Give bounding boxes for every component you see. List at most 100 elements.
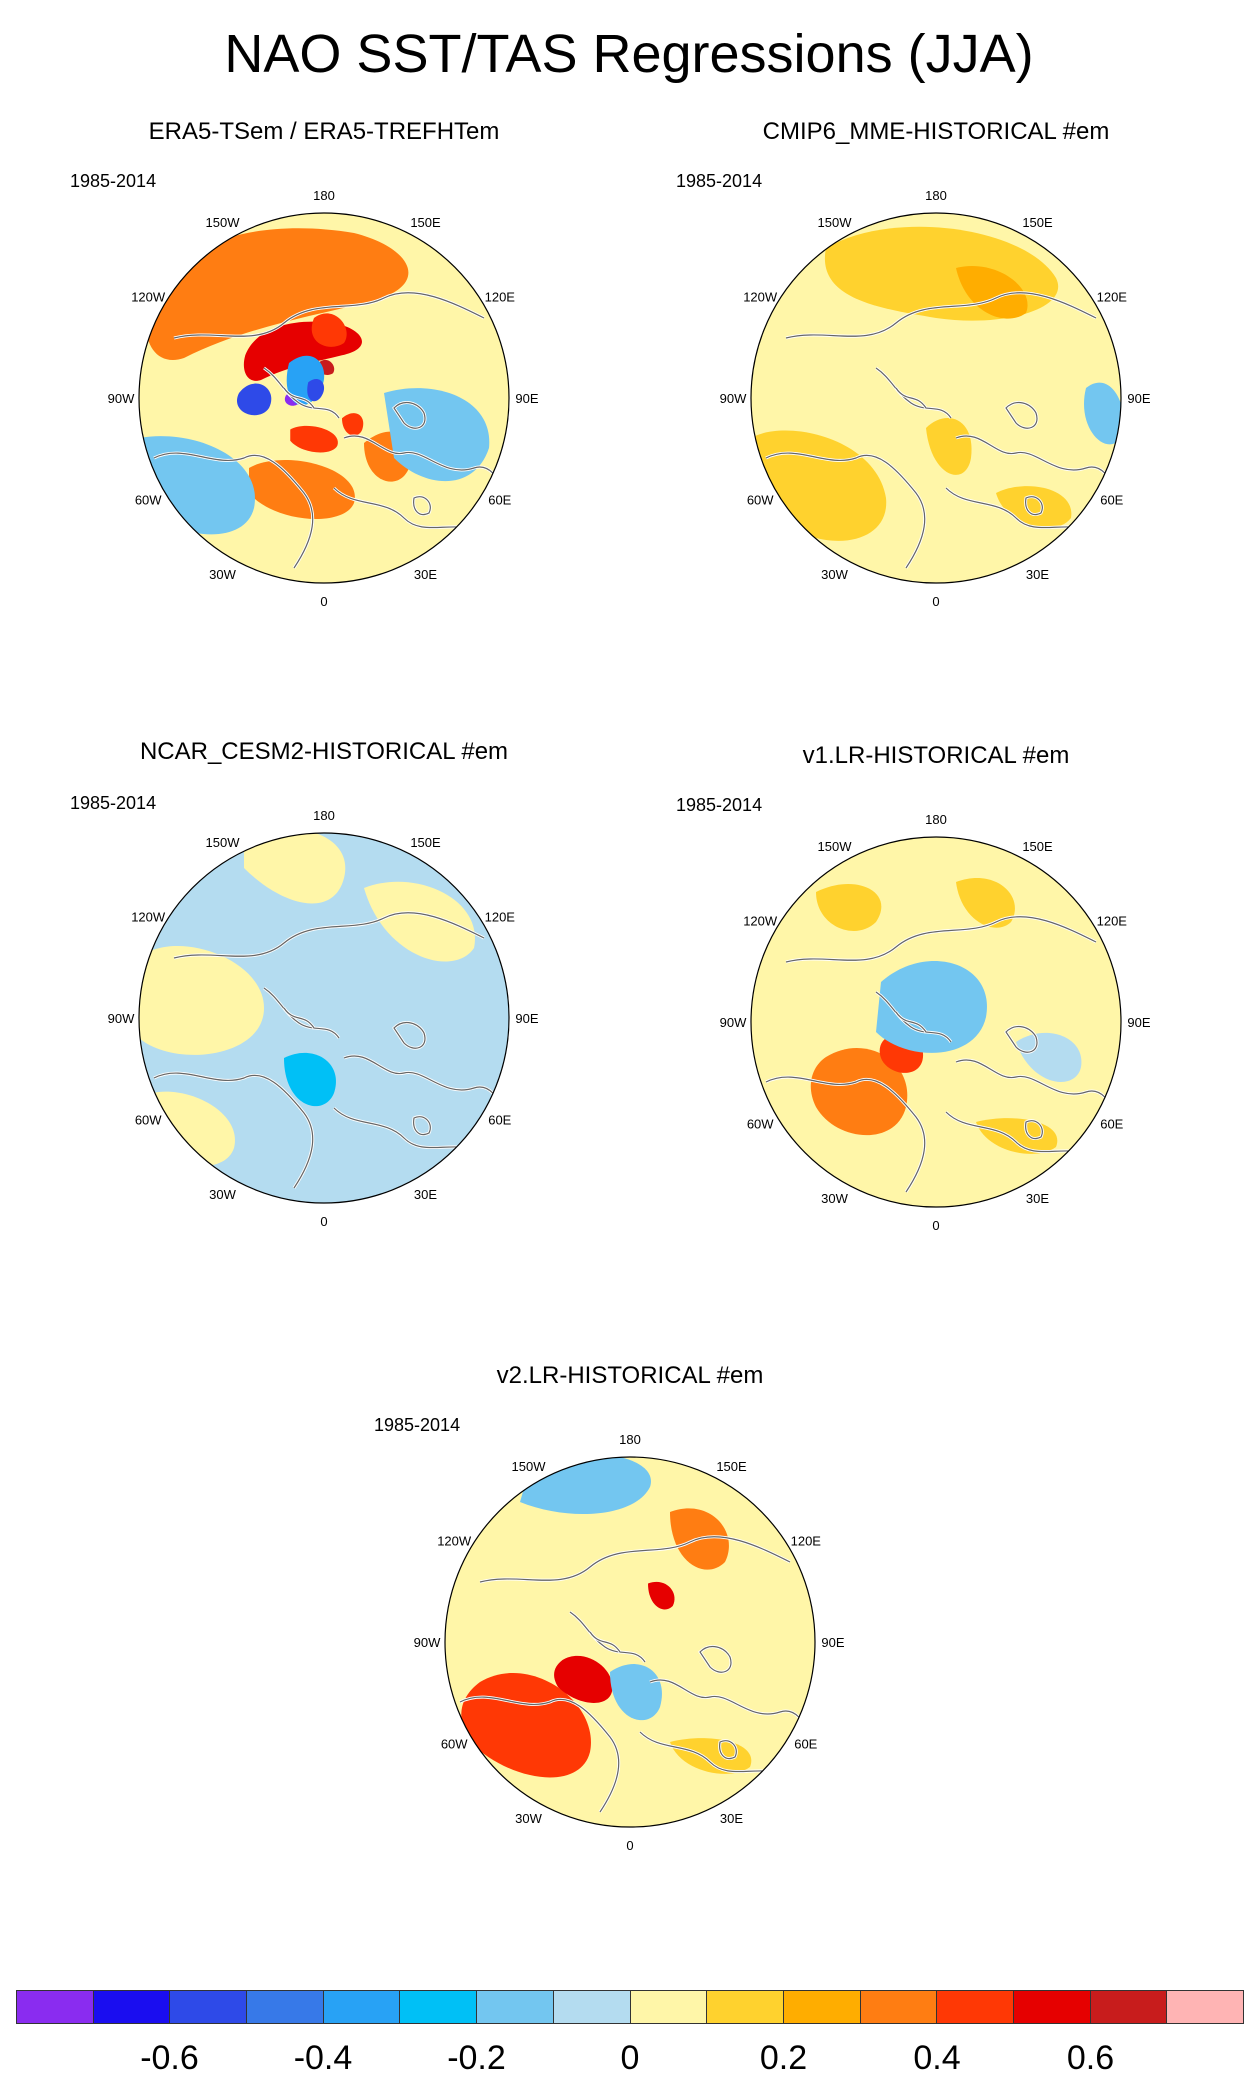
colorbar-swatch	[247, 1991, 324, 2023]
longitude-label: 60E	[488, 1113, 511, 1128]
coastline	[263, 987, 340, 1039]
panel-cmip6: CMIP6_MME-HISTORICAL #em 1985-2014 180 15…	[676, 118, 1196, 698]
colorbar-swatch	[783, 1991, 861, 2023]
longitude-label: 90E	[515, 1011, 538, 1026]
longitude-label: 60W	[441, 1737, 468, 1752]
longitude-label: 150W	[206, 215, 241, 230]
colorbar: -0.6 -0.4 -0.2 0 0.2 0.4 0.6	[16, 1990, 1244, 2086]
longitude-label: 0	[320, 1214, 327, 1229]
longitude-label: 0	[932, 594, 939, 609]
longitude-label: 120E	[485, 290, 516, 305]
period-label: 1985-2014	[676, 171, 763, 191]
anomaly-region	[284, 1052, 336, 1107]
longitude-label: 60W	[747, 1117, 774, 1132]
colorbar-swatch	[1090, 1991, 1168, 2023]
coastline	[719, 1740, 737, 1760]
longitude-label: 120W	[437, 1534, 472, 1549]
period-label: 1985-2014	[70, 793, 157, 813]
period-label: 1985-2014	[374, 1415, 461, 1435]
anomaly-region	[976, 1118, 1058, 1154]
anomaly-region	[244, 833, 346, 904]
anomaly-region	[610, 1664, 662, 1721]
anomaly-region	[384, 388, 490, 482]
longitude-label: 150E	[410, 215, 441, 230]
polar-map: 180 150E 120E 90E 60E 30E 0 30W 60W 90W 120W 150W	[720, 188, 1151, 609]
longitude-label: 90W	[108, 391, 135, 406]
longitude-label: 150E	[1022, 215, 1053, 230]
map-border	[750, 836, 1122, 1208]
anomaly-core	[342, 413, 364, 436]
coastline	[765, 1076, 926, 1193]
anomaly-region	[956, 266, 1028, 319]
longitude-label: 90E	[1127, 1015, 1150, 1030]
longitude-label: 60E	[1100, 493, 1123, 508]
map-border	[750, 212, 1122, 584]
coastline	[343, 1055, 505, 1114]
coastline	[699, 1645, 732, 1673]
coastline	[413, 1116, 431, 1136]
colorbar-swatch	[1167, 1991, 1243, 2023]
map-border	[444, 1456, 816, 1828]
panel-title: CMIP6_MME-HISTORICAL #em	[762, 118, 1110, 145]
coastline	[589, 1631, 621, 1653]
coastline	[785, 916, 1097, 963]
longitude-label: 120W	[743, 914, 778, 929]
anomaly-region	[670, 1738, 752, 1774]
coastline	[955, 435, 1117, 494]
longitude-label: 180	[925, 812, 947, 827]
period-label: 1985-2014	[676, 795, 763, 815]
colorbar-swatch	[630, 1991, 708, 2023]
longitude-label: 30W	[821, 1191, 848, 1206]
longitude-label: 60E	[488, 493, 511, 508]
coastline	[393, 401, 426, 429]
longitude-label: 60E	[1100, 1117, 1123, 1132]
longitude-label: 120E	[1097, 914, 1128, 929]
longitude-label: 0	[932, 1218, 939, 1233]
colorbar-swatch	[937, 1991, 1014, 2023]
polar-map: 180 150E 120E 90E 60E 30E 0 30W 60W 90W 120W 150W	[108, 188, 539, 609]
longitude-label: 150W	[512, 1459, 547, 1474]
anomaly-region	[145, 228, 409, 360]
anomaly-region	[876, 960, 987, 1053]
longitude-label: 150W	[818, 215, 853, 230]
panel-v2lr: v2.LR-HISTORICAL #em 1985-2014 180 150E 12…	[370, 1362, 890, 1942]
polar-map: 180 150E 120E 90E 60E 30E 0 30W 60W 90W 120W 150W	[108, 808, 539, 1229]
coastline	[173, 292, 485, 339]
polar-map: 180 150E 120E 90E 60E 30E 0 30W 60W 90W 120W 150W	[414, 1432, 845, 1853]
panel-cesm2: NCAR_CESM2-HISTORICAL #em 1985-2014 180 1…	[64, 738, 584, 1318]
coastline	[1005, 401, 1038, 429]
longitude-label: 0	[320, 594, 327, 609]
coastline	[649, 1679, 811, 1738]
longitude-label: 180	[313, 188, 335, 203]
longitude-label: 180	[313, 808, 335, 823]
anomaly-core	[648, 1581, 675, 1610]
longitude-label: 60W	[135, 493, 162, 508]
colorbar-tick-label: 0	[620, 2039, 640, 2077]
coastline	[479, 1536, 791, 1583]
coastline	[393, 1021, 426, 1049]
coastline	[955, 1059, 1117, 1118]
figure-title: NAO SST/TAS Regressions (JJA)	[224, 24, 1034, 84]
coastline	[1005, 1025, 1038, 1053]
coastline	[263, 367, 340, 419]
panel-title: v2.LR-HISTORICAL #em	[496, 1362, 764, 1389]
coastline	[1025, 496, 1043, 516]
polar-map: 180 150E 120E 90E 60E 30E 0 30W 60W 90W 120W 150W	[720, 812, 1151, 1233]
anomaly-region	[139, 946, 264, 1055]
longitude-label: 120E	[485, 910, 516, 925]
panel-title: NCAR_CESM2-HISTORICAL #em	[139, 738, 509, 765]
colorbar-swatch	[477, 1991, 554, 2023]
colorbar-swatch	[1013, 1991, 1091, 2023]
coastline	[785, 292, 1097, 339]
colorbar-boxes	[16, 1990, 1244, 2024]
panel-era5: ERA5-TSem / ERA5-TREFHTem 1985-2014 180 1…	[64, 118, 584, 698]
panel-v1lr: v1.LR-HISTORICAL #em 1985-2014 180 150E 12…	[676, 742, 1196, 1322]
longitude-label: 120E	[791, 1534, 822, 1549]
longitude-label: 90W	[720, 1015, 747, 1030]
anomaly-region	[810, 1047, 908, 1136]
longitude-label: 30E	[1026, 1191, 1049, 1206]
longitude-label: 90E	[1127, 391, 1150, 406]
colorbar-tick-label: 0.6	[1066, 2039, 1115, 2077]
anomaly-region	[956, 877, 1015, 928]
colorbar-swatch	[93, 1991, 171, 2023]
